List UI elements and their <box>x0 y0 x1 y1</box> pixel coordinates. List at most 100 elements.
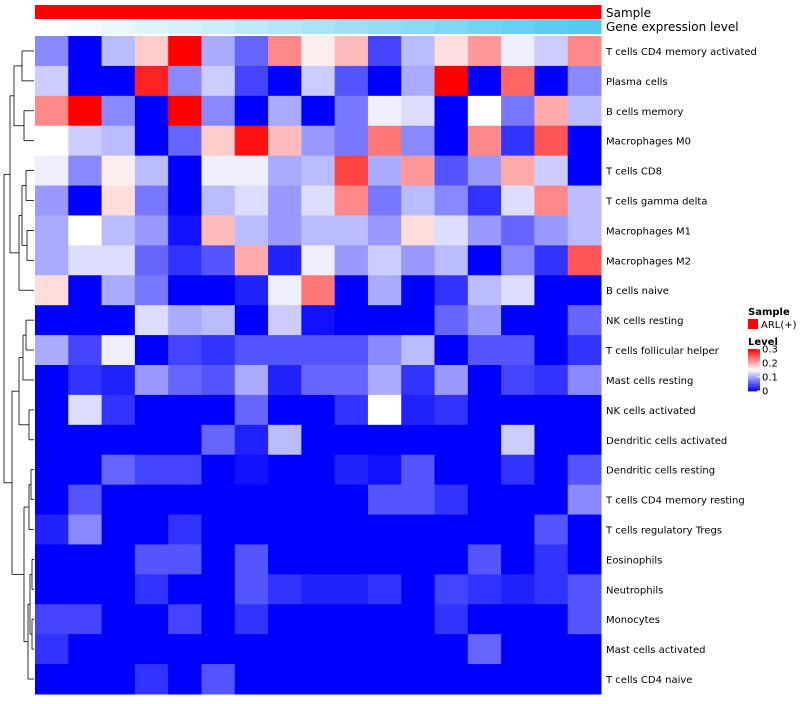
heatmap-cell <box>168 394 202 426</box>
heatmap-cell <box>268 65 302 97</box>
legend-tick-label: 0.3 <box>762 345 778 356</box>
heatmap-cell <box>501 36 535 67</box>
heatmap-cell <box>201 574 236 605</box>
heatmap-cell <box>234 394 269 426</box>
heatmap-cell <box>467 185 502 216</box>
heatmap-cell <box>334 454 369 486</box>
heatmap-cell <box>501 604 535 635</box>
heatmap-cell <box>467 454 502 486</box>
heatmap-cell <box>301 305 336 336</box>
heatmap-cell <box>234 484 269 516</box>
heatmap-cell <box>334 544 369 575</box>
heatmap-cell <box>334 604 369 635</box>
heatmap-cell <box>201 424 236 456</box>
legend-gradient-step <box>748 358 760 361</box>
heatmap-cell <box>201 514 236 545</box>
heatmap-cell <box>301 335 336 366</box>
heatmap-cell <box>201 95 236 127</box>
heatmap-cell <box>367 185 402 216</box>
heatmap-cell <box>134 245 169 276</box>
heatmap-cell <box>268 394 302 426</box>
expression-annotation-cell <box>268 20 302 34</box>
heatmap-cell <box>434 65 469 97</box>
heatmap-cell <box>134 424 169 456</box>
heatmap-cell <box>35 245 69 276</box>
expression-annotation-cell <box>101 20 136 34</box>
heatmap-cell <box>534 245 569 276</box>
row-label: Neutrophils <box>606 585 663 596</box>
legend-gradient-step <box>748 361 760 364</box>
heatmap-cell <box>401 544 436 575</box>
heatmap-cell <box>168 95 202 127</box>
heatmap-cell <box>401 36 436 67</box>
heatmap-cell <box>68 185 103 216</box>
legend-level-colorbar: 0.3 0.2 0.1 0 <box>748 345 778 398</box>
heatmap-cell <box>234 335 269 366</box>
row-label: T cells follicular helper <box>605 346 720 357</box>
heatmap-cell <box>234 544 269 575</box>
heatmap-cell <box>334 245 369 276</box>
heatmap-cell <box>68 95 103 127</box>
heatmap-cell <box>567 634 602 665</box>
heatmap-cell <box>534 305 569 336</box>
row-label: B cells memory <box>606 107 683 118</box>
heatmap-cell <box>101 245 136 276</box>
heatmap-cell <box>534 125 569 157</box>
heatmap-cell <box>134 125 169 157</box>
heatmap-cell <box>268 185 302 216</box>
heatmap-cell <box>334 215 369 246</box>
heatmap-cell <box>501 424 535 456</box>
heatmap-cell <box>201 65 236 97</box>
legend-tick-label: 0.2 <box>762 359 778 370</box>
heatmap-cell <box>234 65 269 97</box>
heatmap-cell <box>234 155 269 187</box>
legend-gradient-step <box>748 360 760 362</box>
heatmap-cell <box>168 65 202 97</box>
row-label: B cells naive <box>606 286 669 297</box>
heatmap-cell <box>134 484 169 516</box>
heatmap-cell <box>567 514 602 545</box>
heatmap-cell <box>268 215 302 246</box>
heatmap-cell <box>68 634 103 665</box>
heatmap-cell <box>334 634 369 665</box>
heatmap-cell <box>467 125 502 157</box>
heatmap-cell <box>434 454 469 486</box>
heatmap-cell <box>168 484 202 516</box>
heatmap-cell <box>68 125 103 157</box>
heatmap-cell <box>534 484 569 516</box>
heatmap-cell <box>534 185 569 216</box>
heatmap-cell <box>501 514 535 545</box>
heatmap-cell <box>35 185 69 216</box>
heatmap-cell <box>268 335 302 366</box>
heatmap-cell <box>101 155 136 187</box>
heatmap-cell <box>367 544 402 575</box>
heatmap-cell <box>401 365 436 396</box>
heatmap-cell <box>467 664 502 695</box>
heatmap-cell <box>134 544 169 575</box>
row-label: T cells gamma delta <box>605 197 707 208</box>
heatmap-cell <box>467 424 502 456</box>
heatmap-cell <box>401 634 436 665</box>
heatmap-cell <box>567 574 602 605</box>
heatmap-cell <box>168 574 202 605</box>
heatmap-cell <box>301 634 336 665</box>
legend-tick-label: 0.1 <box>762 373 778 384</box>
heatmap-cell <box>68 155 103 187</box>
heatmap-cell <box>401 65 436 97</box>
legend-gradient-step <box>748 364 760 367</box>
heatmap-cell <box>434 365 469 396</box>
sample-annotation-cell <box>434 5 469 19</box>
heatmap-cell <box>234 634 269 665</box>
heatmap-cell <box>567 155 602 187</box>
expression-annotation-cell <box>467 20 502 34</box>
heatmap-cell <box>68 514 103 545</box>
heatmap-cells <box>35 36 602 695</box>
heatmap-cell <box>134 604 169 635</box>
row-label: Mast cells resting <box>606 376 693 387</box>
heatmap-cell <box>201 454 236 486</box>
heatmap-cell <box>501 275 535 306</box>
expression-annotation-cell <box>134 20 169 34</box>
heatmap-cell <box>534 335 569 366</box>
legend-sample-swatch <box>748 319 758 329</box>
